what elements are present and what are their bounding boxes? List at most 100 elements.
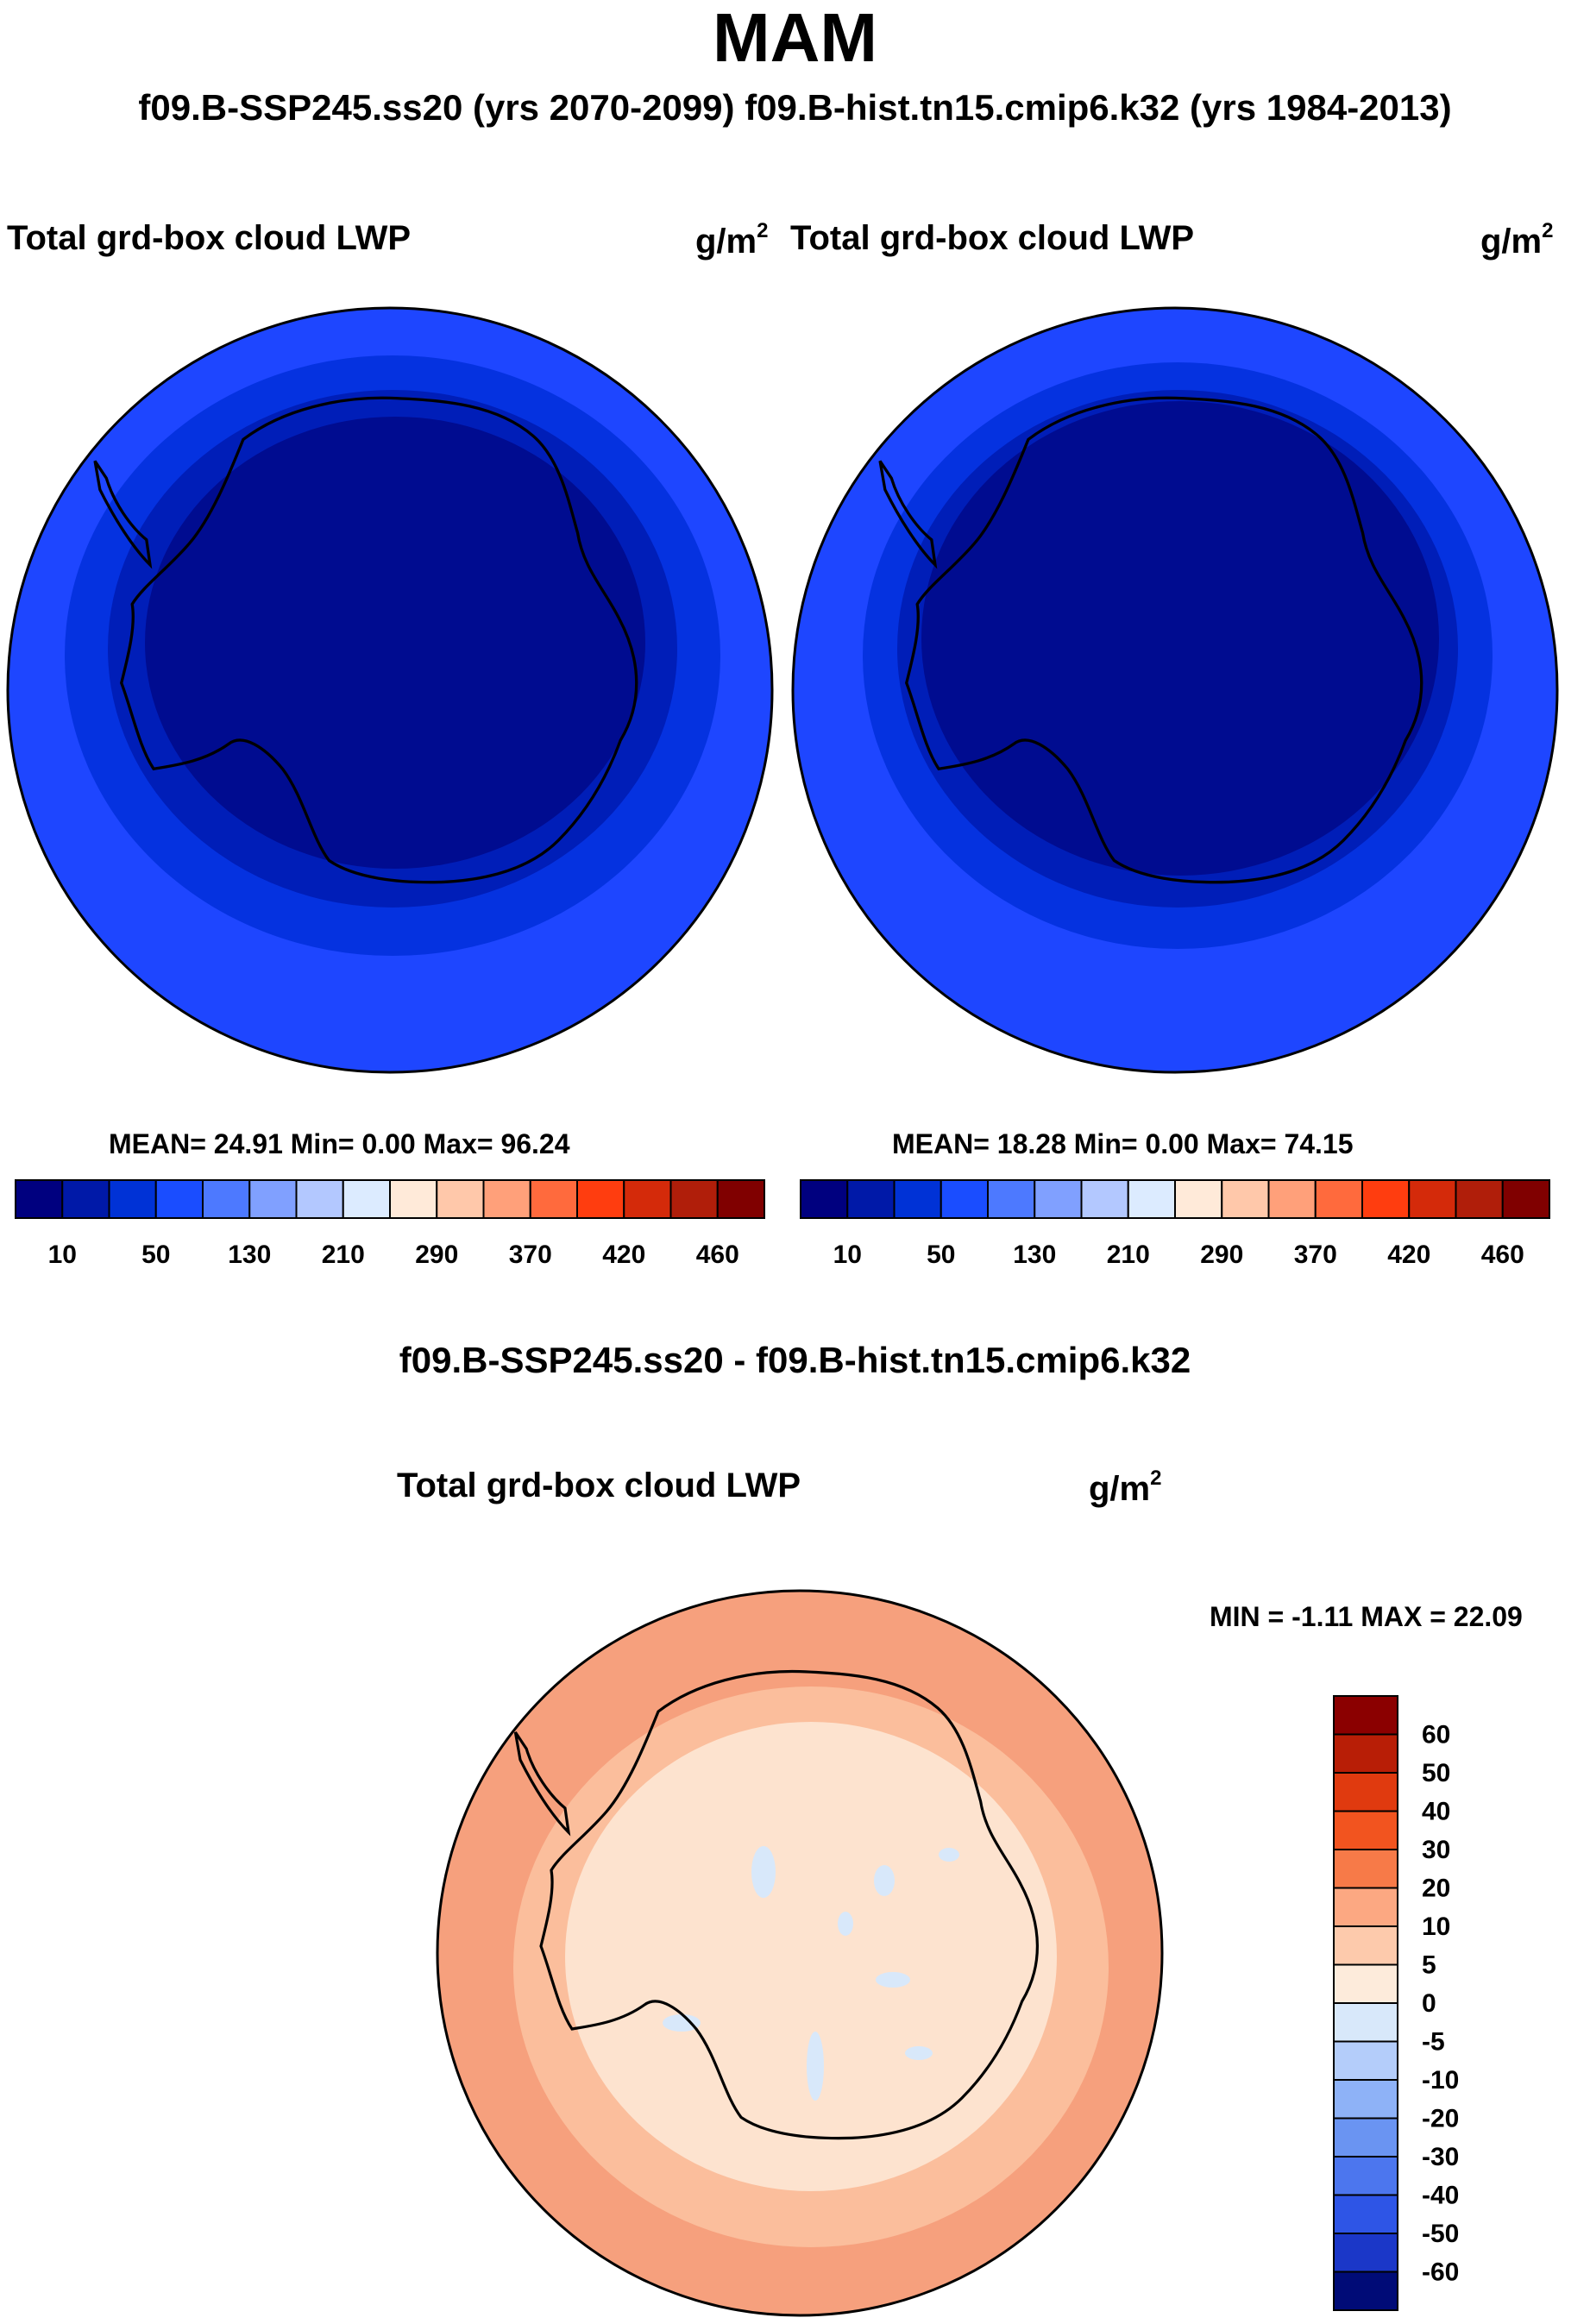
colorbar-diff-label: -30 bbox=[1422, 2143, 1459, 2171]
colorbar-right-label: 210 bbox=[1107, 1241, 1150, 1269]
colorbar-diff-label: 10 bbox=[1422, 1913, 1450, 1941]
colorbar-left-swatch bbox=[716, 1179, 765, 1219]
panel-right-stats: MEAN= 18.28 Min= 0.00 Max= 74.15 bbox=[892, 1128, 1354, 1159]
colorbar-right-swatch bbox=[1127, 1179, 1176, 1219]
colorbar-diff-swatch bbox=[1333, 1963, 1398, 2004]
colorbar-right-swatch bbox=[987, 1179, 1036, 1219]
map-diff-band-2 bbox=[565, 1722, 1057, 2191]
colorbar-right-label: 420 bbox=[1387, 1241, 1430, 1269]
map-left bbox=[6, 306, 774, 1074]
panel-right-unit: g/m2 bbox=[1480, 219, 1554, 261]
colorbar-left-swatch bbox=[15, 1179, 64, 1219]
colorbar-left-label: 290 bbox=[415, 1241, 458, 1269]
colorbar-diff-swatch bbox=[1333, 1733, 1398, 1774]
colorbar-right-swatch bbox=[940, 1179, 989, 1219]
difference-variable: Total grd-box cloud LWP bbox=[397, 1467, 801, 1504]
figure-title: MAM bbox=[712, 0, 878, 76]
colorbar-left-swatch bbox=[669, 1179, 719, 1219]
difference-stats: MIN = -1.11 MAX = 22.09 bbox=[1210, 1601, 1523, 1632]
colorbar-right-swatch bbox=[846, 1179, 896, 1219]
map-diff-negative-patches bbox=[663, 1846, 959, 2101]
colorbar-diff-swatch bbox=[1333, 2002, 1398, 2043]
colorbar-right-swatch bbox=[1267, 1179, 1317, 1219]
colorbar-left-label: 50 bbox=[141, 1241, 170, 1269]
colorbar-right-swatch bbox=[893, 1179, 942, 1219]
difference-unit: g/m2 bbox=[1089, 1467, 1162, 1508]
colorbar-diff-swatch bbox=[1333, 2040, 1398, 2081]
colorbar-left-swatch bbox=[389, 1179, 438, 1219]
colorbar-right: 10 50 130 210 290 370 420 460 bbox=[800, 1179, 1550, 1269]
map-difference bbox=[436, 1589, 1164, 2317]
colorbar-diff-label: -60 bbox=[1422, 2258, 1459, 2287]
colorbar-right-label: 50 bbox=[927, 1241, 955, 1269]
colorbar-diff-swatch bbox=[1333, 1772, 1398, 1812]
colorbar-diff-label: -20 bbox=[1422, 2105, 1459, 2133]
panel-right-variable: Total grd-box cloud LWP bbox=[790, 219, 1195, 257]
colorbar-right-swatch bbox=[1314, 1179, 1363, 1219]
colorbar-right-label: 10 bbox=[833, 1241, 862, 1269]
colorbar-diff-label: 50 bbox=[1422, 1759, 1450, 1787]
colorbar-diff-swatch bbox=[1333, 2156, 1398, 2196]
map-right-frame bbox=[791, 306, 1559, 1074]
colorbar-diff-swatch bbox=[1333, 1887, 1398, 1927]
colorbar-right-swatch bbox=[1174, 1179, 1223, 1219]
colorbar-right-swatch bbox=[1221, 1179, 1270, 1219]
colorbar-right-swatch bbox=[1034, 1179, 1083, 1219]
colorbar-right-label: 130 bbox=[1013, 1241, 1056, 1269]
colorbar-diff-swatch bbox=[1333, 2194, 1398, 2234]
colorbar-left-swatch bbox=[576, 1179, 625, 1219]
colorbar-left: 10 50 130 210 290 370 420 460 bbox=[15, 1179, 765, 1269]
colorbar-left-swatch bbox=[342, 1179, 391, 1219]
colorbar-diff-label: 30 bbox=[1422, 1836, 1450, 1864]
colorbar-diff-label: 60 bbox=[1422, 1721, 1450, 1749]
colorbar-diff-swatch bbox=[1333, 1810, 1398, 1850]
colorbar-right-swatch bbox=[1080, 1179, 1129, 1219]
colorbar-diff-label: 5 bbox=[1422, 1951, 1436, 1980]
colorbar-left-swatch bbox=[529, 1179, 578, 1219]
colorbar-diff-swatch bbox=[1333, 1849, 1398, 1889]
colorbar-diff-swatch bbox=[1333, 2271, 1398, 2311]
colorbar-left-label: 420 bbox=[602, 1241, 645, 1269]
colorbar-left-label: 130 bbox=[228, 1241, 271, 1269]
colorbar-diff-label: -40 bbox=[1422, 2182, 1459, 2210]
colorbar-diff-label: 0 bbox=[1422, 1989, 1436, 2018]
difference-title: f09.B-SSP245.ss20 - f09.B-hist.tn15.cmip… bbox=[399, 1340, 1191, 1380]
colorbar-right-swatch bbox=[1455, 1179, 1504, 1219]
colorbar-right-swatch bbox=[1408, 1179, 1457, 1219]
colorbar-diff-swatch bbox=[1333, 2117, 1398, 2158]
colorbar-left-swatch bbox=[248, 1179, 298, 1219]
colorbar-right-swatch bbox=[800, 1179, 849, 1219]
colorbar-left-label: 370 bbox=[509, 1241, 552, 1269]
colorbar-diff-label: -50 bbox=[1422, 2220, 1459, 2248]
colorbar-diff-label: 20 bbox=[1422, 1875, 1450, 1903]
colorbar-left-label: 460 bbox=[696, 1241, 739, 1269]
colorbar-diff-swatch bbox=[1333, 1925, 1398, 1966]
colorbar-right-label: 460 bbox=[1481, 1241, 1524, 1269]
colorbar-right-swatch bbox=[1361, 1179, 1411, 1219]
colorbar-left-swatch bbox=[623, 1179, 672, 1219]
map-left-frame bbox=[6, 306, 774, 1074]
map-diff-frame bbox=[436, 1589, 1164, 2317]
panel-left-variable: Total grd-box cloud LWP bbox=[7, 219, 412, 257]
colorbar-left-swatch bbox=[154, 1179, 204, 1219]
map-right-band-3 bbox=[921, 401, 1439, 876]
colorbar-diff-swatch bbox=[1333, 1695, 1398, 1736]
colorbar-left-label: 210 bbox=[322, 1241, 365, 1269]
colorbar-left-swatch bbox=[108, 1179, 157, 1219]
colorbar-left-label: 10 bbox=[48, 1241, 77, 1269]
colorbar-left-swatch bbox=[61, 1179, 110, 1219]
map-right bbox=[791, 306, 1559, 1074]
map-left-band-3 bbox=[145, 417, 645, 869]
panel-left-stats: MEAN= 24.91 Min= 0.00 Max= 96.24 bbox=[109, 1128, 570, 1159]
colorbar-left-swatch bbox=[482, 1179, 531, 1219]
colorbar-diff-label: -5 bbox=[1422, 2028, 1445, 2057]
colorbar-left-swatch bbox=[436, 1179, 485, 1219]
colorbar-right-swatch bbox=[1501, 1179, 1550, 1219]
figure-subtitle: f09.B-SSP245.ss20 (yrs 2070-2099) f09.B-… bbox=[138, 87, 1452, 128]
colorbar-diff-label: -10 bbox=[1422, 2066, 1459, 2095]
colorbar-left-swatch bbox=[295, 1179, 344, 1219]
colorbar-left-swatch bbox=[202, 1179, 251, 1219]
colorbar-right-label: 370 bbox=[1294, 1241, 1337, 1269]
colorbar-diff-swatch bbox=[1333, 2233, 1398, 2273]
